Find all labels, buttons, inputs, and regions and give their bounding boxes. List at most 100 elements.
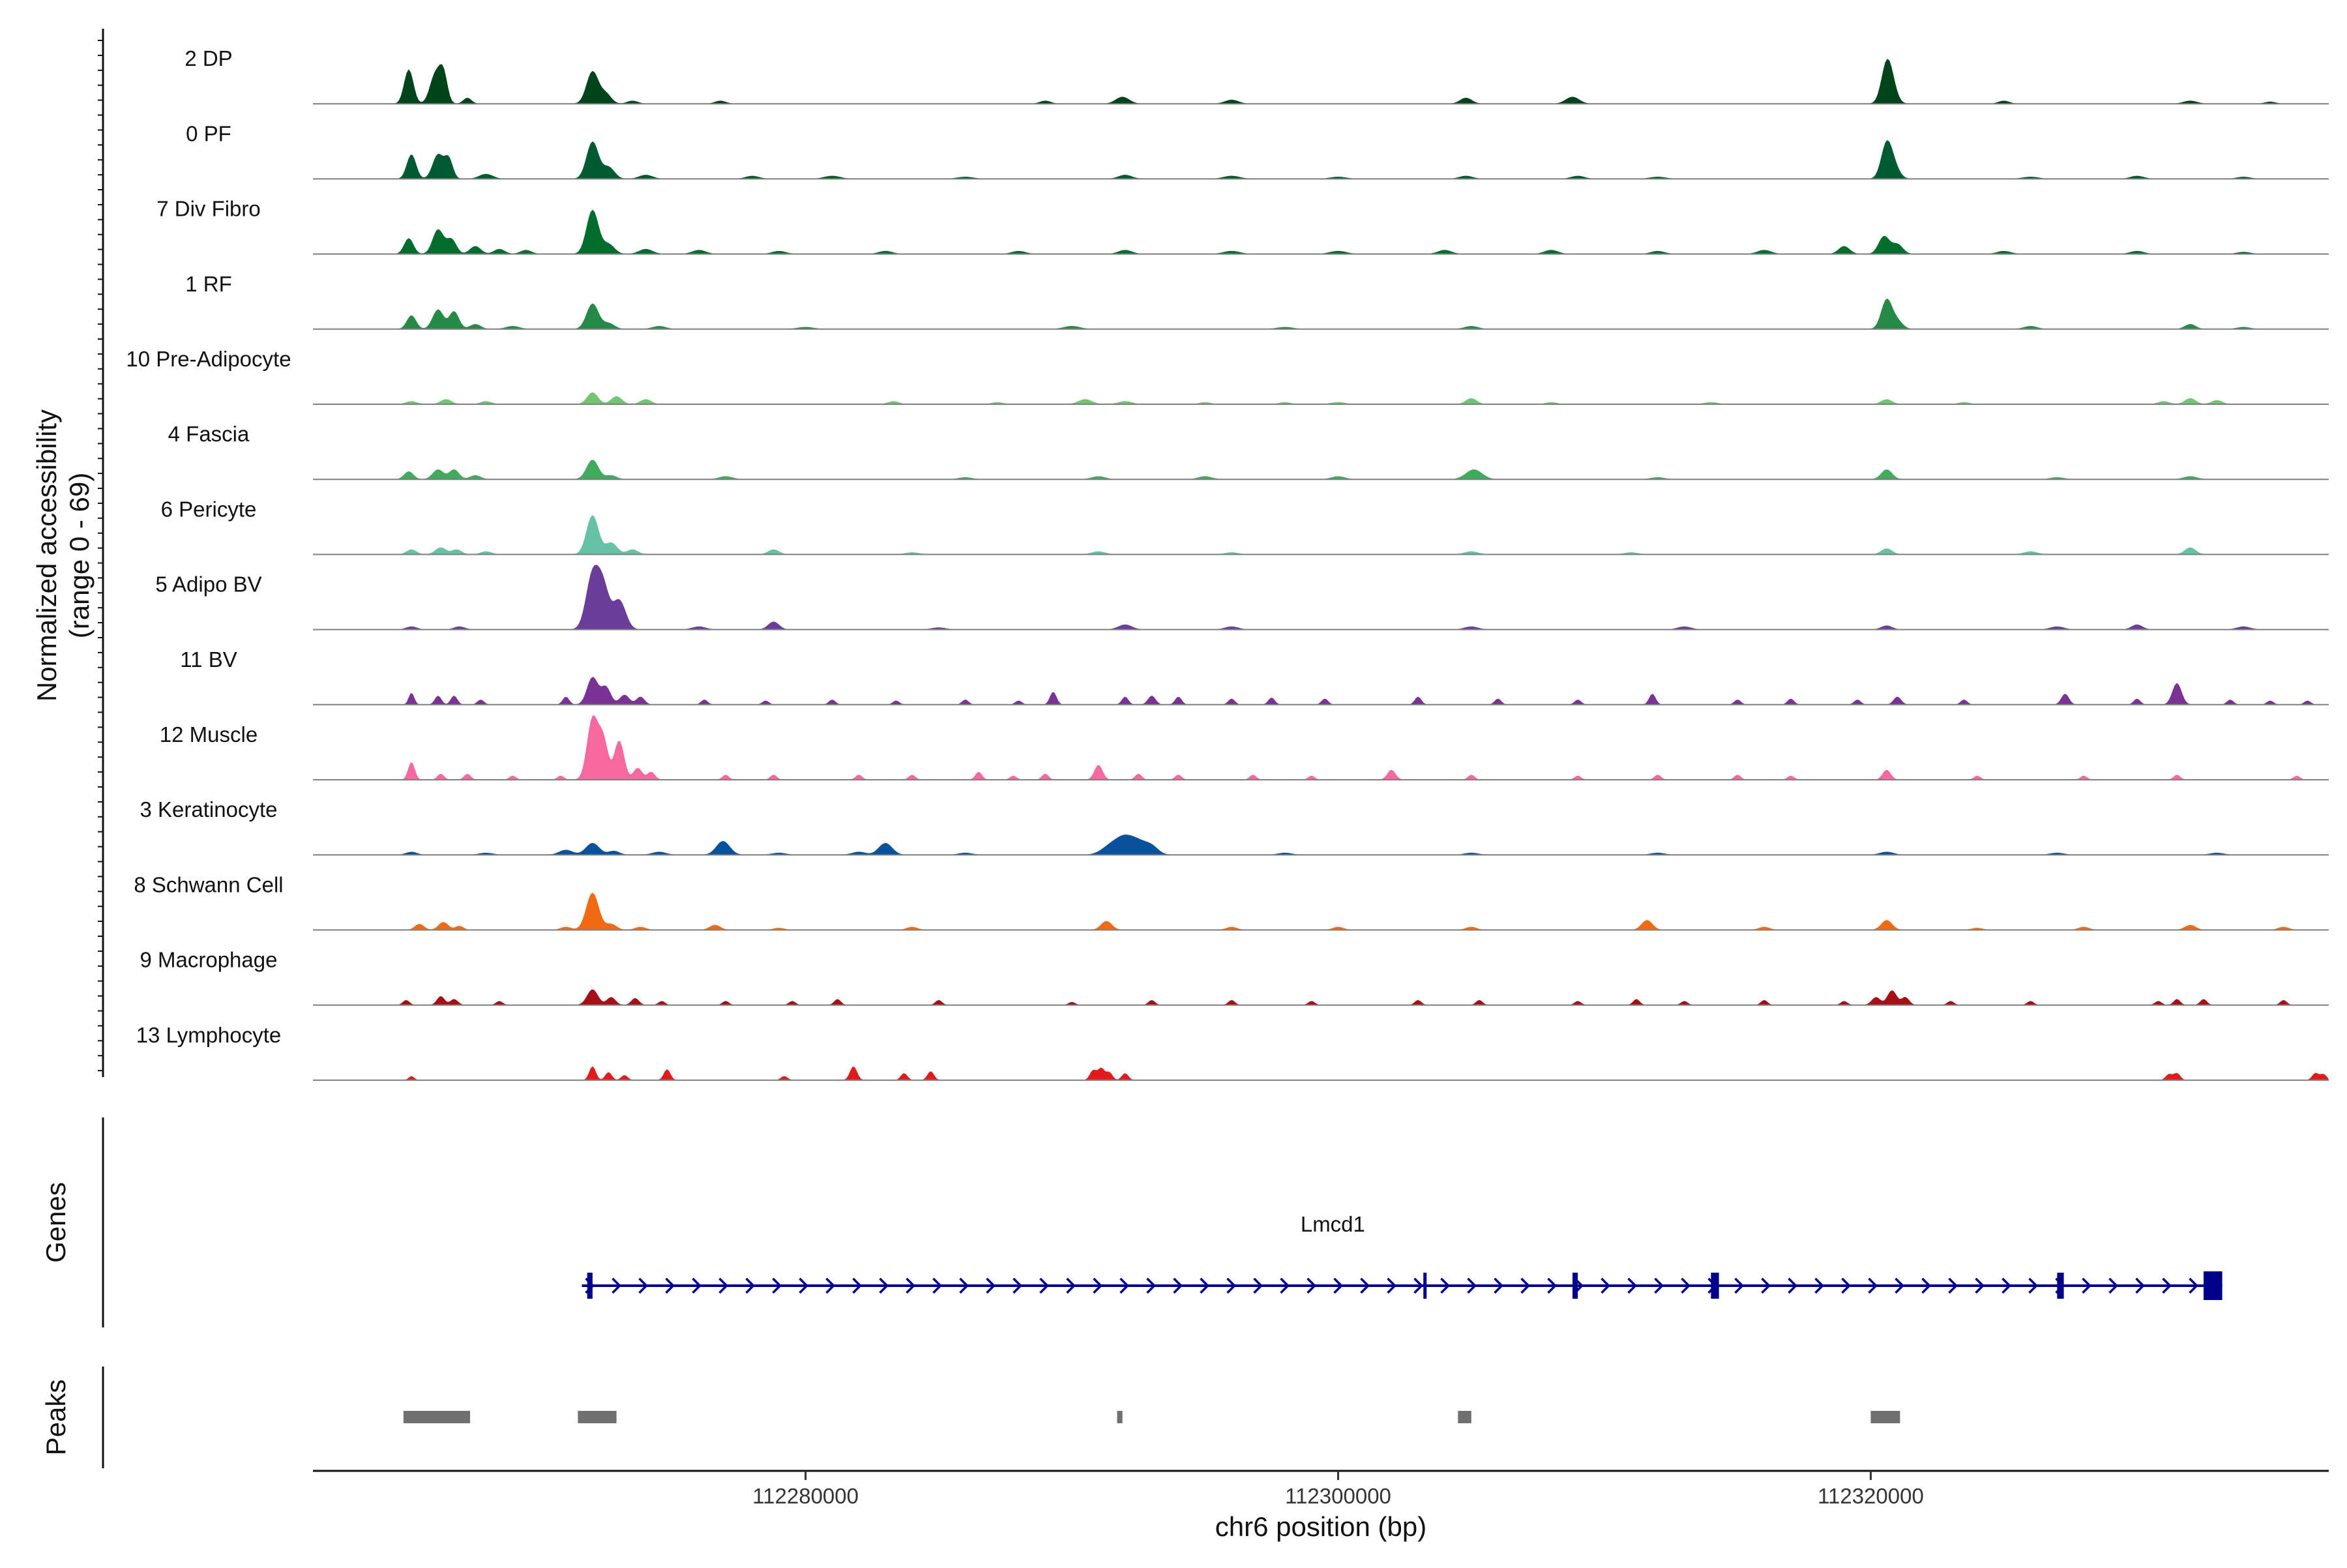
strand-arrow [1360, 1277, 1370, 1294]
strand-arrow [718, 1277, 729, 1294]
strand-arrow [1173, 1277, 1183, 1294]
track-label: 9 Macrophage [140, 948, 278, 972]
coverage-track: 3 Keratinocyte [140, 797, 2329, 856]
strand-arrow [1226, 1277, 1237, 1294]
track-label: 12 Muscle [160, 722, 258, 747]
track-label: 2 DP [185, 46, 232, 70]
strand-arrow [1868, 1277, 1878, 1294]
coverage-track: 10 Pre-Adipocyte [126, 347, 2329, 405]
strand-arrow [692, 1277, 702, 1294]
track-label: 4 Fascia [168, 422, 250, 446]
peak-regions [403, 1411, 1900, 1423]
track-label: 5 Adipo BV [155, 572, 261, 597]
x-axis-tick-label: 112280000 [752, 1484, 859, 1508]
strand-arrow [1066, 1277, 1076, 1294]
strand-arrow [1841, 1277, 1852, 1294]
gene-model[interactable]: Lmcd1 [582, 1212, 2222, 1300]
strand-arrow [1333, 1277, 1344, 1294]
track-label: 8 Schwann Cell [134, 872, 283, 896]
strand-arrow [1200, 1277, 1210, 1294]
strand-arrow [1948, 1277, 1958, 1294]
track-label: 6 Pericyte [161, 497, 257, 521]
strand-arrow [1761, 1277, 1771, 1294]
coverage-tracks: 2 DP 0 PF 7 Div Fibro 1 RF 10 Pre-Adipocyte 4… [126, 46, 2329, 1081]
strand-arrow [612, 1277, 622, 1294]
peak-region [403, 1411, 470, 1423]
track-label: 11 BV [180, 647, 237, 672]
coverage-track: 12 Muscle [160, 715, 2329, 780]
strand-arrow [772, 1277, 782, 1294]
strand-arrow [2108, 1277, 2119, 1294]
strand-arrow [1253, 1277, 1263, 1294]
strand-arrow [2135, 1277, 2146, 1294]
strand-arrow [932, 1277, 943, 1294]
gene-exon [1711, 1273, 1719, 1299]
x-axis-ticks: 112280000 112300000 112320000 [752, 1471, 1924, 1508]
strand-arrow [1467, 1277, 1477, 1294]
strand-arrow [1440, 1277, 1451, 1294]
strand-arrow [986, 1277, 996, 1294]
gene-exon [587, 1273, 593, 1299]
x-axis-tick-label: 112300000 [1285, 1484, 1391, 1508]
strand-arrow [1494, 1277, 1504, 1294]
coverage-track: 5 Adipo BV [155, 565, 2329, 630]
track-label: 7 Div Fibro [156, 197, 261, 221]
strand-arrow [1814, 1277, 1825, 1294]
strand-arrow [1601, 1277, 1611, 1294]
gene-name-label: Lmcd1 [1301, 1212, 1365, 1236]
track-label: 13 Lymphocyte [136, 1023, 282, 1047]
coverage-track: 11 BV [180, 647, 2329, 705]
coverage-track: 1 RF [185, 272, 2329, 330]
gene-exon [2057, 1273, 2064, 1299]
track-label: 0 PF [186, 121, 231, 145]
strand-arrow [879, 1277, 889, 1294]
track-label: 10 Pre-Adipocyte [126, 347, 291, 371]
strand-arrow [1734, 1277, 1745, 1294]
strand-arrow [2082, 1277, 2092, 1294]
strand-arrow [1119, 1277, 1130, 1294]
strand-arrow [2028, 1277, 2039, 1294]
peak-region [1870, 1411, 1900, 1423]
strand-arrow [799, 1277, 809, 1294]
strand-arrow [1012, 1277, 1023, 1294]
coverage-track: 7 Div Fibro [156, 197, 2329, 255]
coverage-track: 9 Macrophage [140, 948, 2329, 1006]
strand-arrow [1975, 1277, 1985, 1294]
strand-arrow [1413, 1277, 1424, 1294]
strand-arrow [906, 1277, 916, 1294]
coverage-track: 13 Lymphocyte [136, 1023, 2329, 1081]
gene-exon [1423, 1273, 1427, 1299]
coverage-track: 6 Pericyte [161, 497, 2329, 555]
strand-arrow [665, 1277, 675, 1294]
strand-arrow [2001, 1277, 2012, 1294]
coverage-y-axis-title: Normalized accessibility [31, 409, 62, 702]
peak-region [1117, 1411, 1123, 1423]
strand-arrow [959, 1277, 969, 1294]
coverage-y-axis-ticks [98, 40, 103, 1072]
peak-region [1458, 1411, 1471, 1423]
strand-arrow [1654, 1277, 1664, 1294]
track-label: 1 RF [185, 272, 232, 296]
strand-arrow [745, 1277, 756, 1294]
strand-arrow [1681, 1277, 1691, 1294]
coverage-track: 0 PF [186, 121, 2329, 180]
strand-arrow [1547, 1277, 1557, 1294]
strand-arrow [1921, 1277, 1932, 1294]
strand-arrow [1146, 1277, 1157, 1294]
strand-arrow [1895, 1277, 1905, 1294]
strand-arrow [1788, 1277, 1798, 1294]
strand-arrow [1039, 1277, 1050, 1294]
strand-arrow [1306, 1277, 1317, 1294]
track-label: 3 Keratinocyte [140, 797, 278, 821]
strand-arrow [852, 1277, 863, 1294]
peak-region [578, 1411, 617, 1423]
genes-track-label: Genes [40, 1182, 71, 1263]
gene-exon [1572, 1273, 1578, 1299]
peaks-track-label: Peaks [40, 1380, 71, 1456]
strand-arrow [638, 1277, 649, 1294]
x-axis-title: chr6 position (bp) [1215, 1511, 1427, 1542]
gene-exon [2204, 1271, 2222, 1300]
